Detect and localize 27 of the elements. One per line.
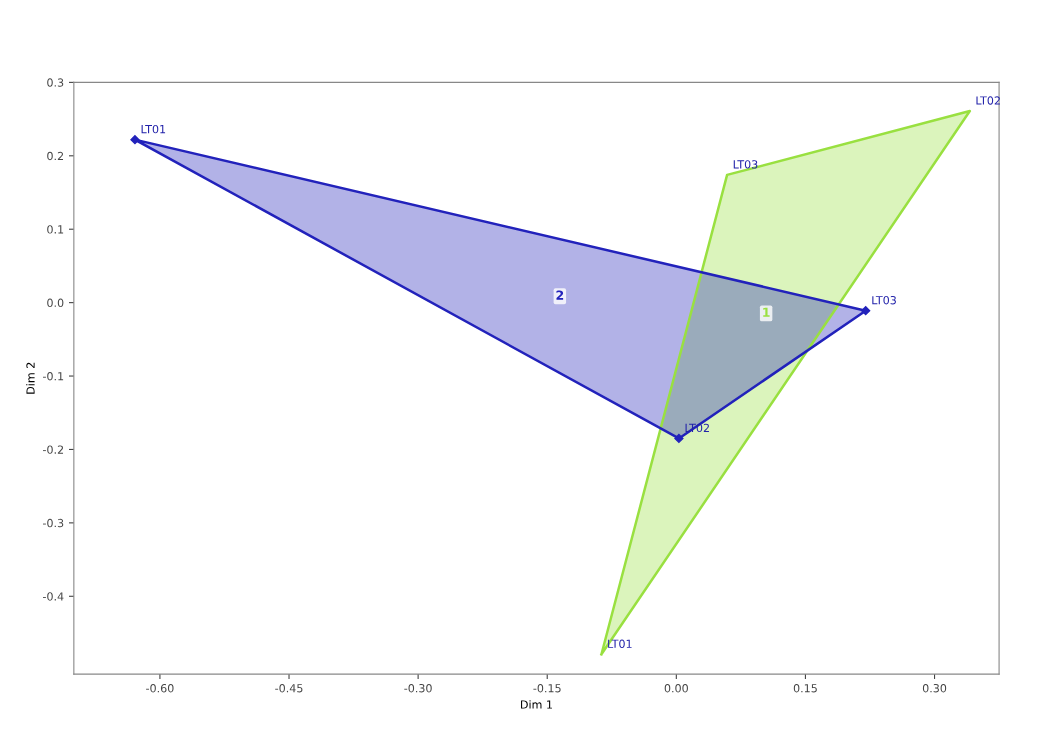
y-tick-label: -0.2	[42, 445, 64, 454]
x-tick-label: 0.15	[793, 684, 817, 693]
annotation: LT02	[976, 96, 1000, 105]
x-tick-label: -0.15	[533, 684, 561, 693]
y-tick-label: 0.3	[47, 78, 64, 87]
y-axis-title: Dim 2	[26, 362, 35, 394]
x-tick-label: 0.30	[922, 684, 947, 693]
x-tick-label: -0.30	[404, 684, 432, 693]
x-tick-label: -0.60	[146, 684, 174, 693]
point	[674, 433, 684, 444]
y-tick-label: -0.3	[42, 518, 64, 528]
point	[861, 306, 871, 316]
x-axis-title: Dim 1	[521, 700, 552, 709]
annotation: LT03	[872, 295, 896, 305]
series-label: 1	[763, 307, 770, 317]
annotation: LT03	[733, 160, 758, 169]
x-tick-label: 0.00	[664, 684, 688, 693]
x-tick-label: -0.45	[275, 684, 303, 693]
annotation: LT01	[141, 124, 166, 134]
point	[130, 135, 140, 145]
annotation: LT01	[608, 639, 632, 648]
y-tick-label: 0.0	[47, 298, 64, 308]
series-label: 2	[556, 290, 564, 300]
y-tick-label: 0.1	[47, 225, 64, 234]
y-tick-label: 0.2	[47, 151, 64, 161]
y-tick-label: -0.1	[42, 372, 64, 381]
y-tick-label: -0.4	[42, 592, 64, 601]
